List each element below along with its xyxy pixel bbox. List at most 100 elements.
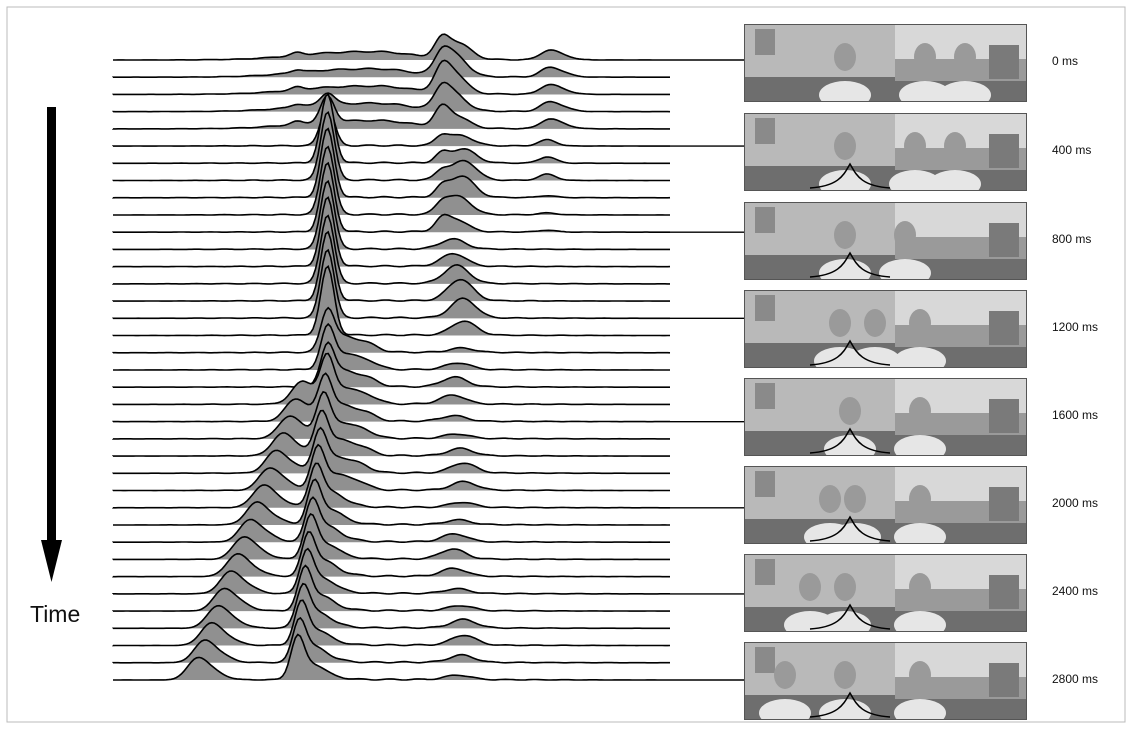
scene-structure — [989, 223, 1019, 257]
scene-structure — [989, 663, 1019, 697]
ridge-line-15 — [112, 248, 670, 320]
scene-structure — [989, 311, 1019, 345]
person-body — [849, 347, 901, 367]
person-body — [759, 699, 811, 719]
frame-scene-3 — [745, 291, 1026, 367]
ridge-line-16 — [112, 265, 670, 337]
frame-scene-5 — [745, 467, 1026, 543]
frame-peak-curve — [809, 427, 891, 454]
ridge-line-8 — [112, 127, 671, 199]
ridge-area-32 — [113, 565, 670, 612]
ridge-line-4 — [112, 94, 670, 130]
video-frame-1 — [744, 113, 1027, 191]
time-axis-label: Time — [30, 601, 81, 627]
ridge-line-12 — [112, 196, 671, 268]
ridge-line-6 — [112, 92, 670, 165]
ridge-line-18 — [113, 322, 670, 371]
ridge-area-31 — [113, 548, 670, 594]
scene-structure — [989, 575, 1019, 609]
ridge-line-22 — [112, 390, 670, 440]
frame-scene-0 — [745, 25, 1026, 101]
video-frame-2 — [744, 202, 1027, 280]
ridge-line-33 — [112, 582, 670, 630]
video-frame-5 — [744, 466, 1027, 544]
ridge-line-5 — [112, 105, 670, 147]
person-head — [834, 573, 856, 601]
ridge-line-23 — [112, 409, 670, 457]
ridge-line-30 — [112, 531, 670, 578]
ridge-line-1 — [112, 45, 670, 78]
frame-time-label-5: 2000 ms — [1052, 496, 1099, 510]
scene-structure — [989, 487, 1019, 521]
ridge-area-1 — [113, 46, 670, 78]
frame-time-label-2: 800 ms — [1052, 232, 1092, 246]
ridge-area-30 — [113, 532, 670, 577]
person-head — [954, 43, 976, 71]
ridge-line-7 — [112, 110, 670, 182]
person-head — [894, 221, 916, 249]
ridge-line-14 — [112, 230, 670, 302]
ridge-line-28 — [112, 496, 670, 543]
frame-peak-curve — [809, 339, 891, 366]
frame-peak-curve — [809, 162, 891, 189]
person-body — [819, 81, 871, 101]
ridge-line-2 — [112, 59, 670, 96]
person-body — [889, 170, 941, 190]
person-head — [834, 661, 856, 689]
ridge-area-22 — [113, 391, 670, 439]
person-body — [939, 81, 991, 101]
frame-peak-curve — [809, 251, 891, 278]
person-head — [839, 397, 861, 425]
time-arrow-head — [41, 540, 62, 582]
video-frame-3 — [744, 290, 1027, 368]
ridge-area-28 — [113, 497, 670, 543]
ridge-line-17 — [112, 306, 671, 354]
scene-window — [755, 295, 775, 321]
frame-peak-curve — [809, 515, 891, 542]
video-frame-6 — [744, 554, 1027, 632]
scene-window — [755, 647, 775, 673]
ridge-line-34 — [112, 599, 671, 647]
ridge-area-3 — [113, 82, 670, 112]
scene-window — [755, 383, 775, 409]
ridge-line-29 — [112, 512, 670, 561]
ridge-line-32 — [112, 564, 670, 612]
person-head — [909, 309, 931, 337]
frame-peak-curve — [809, 603, 891, 630]
ridge-area-33 — [113, 583, 670, 629]
ridge-line-21 — [112, 372, 670, 423]
ridge-area-25 — [113, 444, 670, 491]
ridge-line-10 — [112, 161, 670, 233]
scene-structure — [989, 134, 1019, 168]
frame-scene-1 — [745, 114, 1026, 190]
ridge-line-26 — [112, 462, 670, 509]
ridge-area-21 — [113, 373, 670, 422]
scene-window — [755, 207, 775, 233]
ridge-area-34 — [113, 600, 670, 646]
person-head — [834, 43, 856, 71]
video-frame-4 — [744, 378, 1027, 456]
figure-border — [6, 6, 1126, 723]
frame-time-label-6: 2400 ms — [1052, 584, 1099, 598]
person-head — [834, 132, 856, 160]
frame-scene-7 — [745, 643, 1026, 719]
ridge-line-36 — [113, 633, 670, 681]
person-head — [944, 132, 966, 160]
person-body — [894, 699, 946, 719]
person-head — [844, 485, 866, 513]
frame-time-label-1: 400 ms — [1052, 143, 1092, 157]
frame-scene-6 — [745, 555, 1026, 631]
video-frame-7 — [744, 642, 1027, 720]
ridge-line-27 — [113, 478, 670, 526]
ridge-line-35 — [112, 616, 670, 664]
ridge-line-13 — [112, 214, 670, 285]
ridge-area-23 — [113, 410, 670, 457]
person-body — [899, 81, 951, 101]
person-head — [819, 485, 841, 513]
person-body — [894, 523, 946, 543]
ridge-line-20 — [112, 352, 670, 406]
person-head — [774, 661, 796, 689]
ridge-line-25 — [112, 443, 670, 492]
ridge-line-9 — [113, 145, 670, 216]
